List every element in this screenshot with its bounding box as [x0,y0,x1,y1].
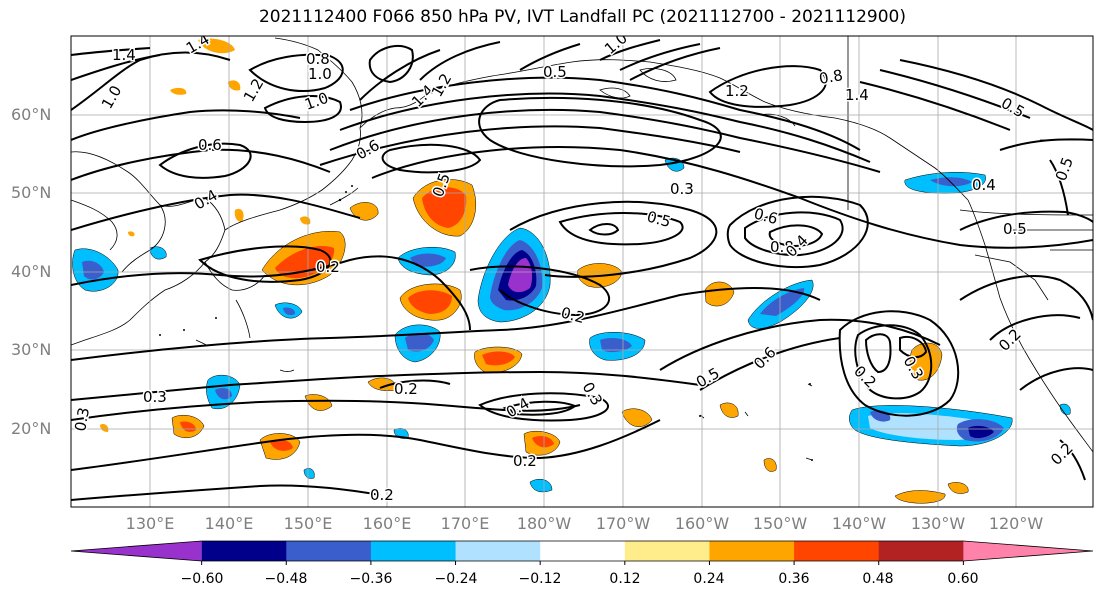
colorbar-bin [540,541,626,561]
contour-label: 1.0 [308,65,332,83]
colorbar-tick-label: −0.48 [264,571,308,587]
lon-label-180w: 180°W [516,514,572,533]
colorbar-bin [878,541,964,561]
lon-label-170e: 170°E [440,514,490,533]
lon-label-130w: 130°W [910,514,966,533]
lon-label-140w: 140°W [831,514,887,533]
contour-label: 0.8 [770,238,794,256]
colorbar-tick-label: 0.36 [778,571,810,587]
lat-label-50n: 50°N [11,183,52,202]
colorbar-bin [709,541,795,561]
lon-label-130e: 130°E [125,514,175,533]
colorbar-tick-label: −0.24 [434,571,478,587]
contour-label: 0.8 [818,66,845,88]
contour-label: 0.3 [143,388,167,406]
lat-label-60n: 60°N [11,105,52,124]
contour-label: 0.5 [693,364,723,392]
pv-anomaly-shading [72,38,1071,504]
contour-label: 0.4 [972,176,996,194]
colorbar-tick-label: −0.60 [180,571,224,587]
contour-label: 0.8 [306,50,330,68]
contour-label: 0.6 [752,204,780,228]
contour-label: 1.4 [845,86,869,104]
contour-label: 0.4 [782,231,812,261]
lon-label-140e: 140°E [204,514,254,533]
contour-label: 0.5 [1003,220,1027,238]
contour-label: 1.0 [302,89,331,114]
colorbar-bin [794,541,880,561]
ivt-contours [71,39,1093,501]
contour-label: 1.2 [725,82,749,100]
colorbar-tick-label: 0.48 [862,571,894,587]
contour-label: 0.2 [394,380,418,398]
contour-label: 1.4 [112,46,136,64]
colorbar-tick-label: 0.60 [947,571,979,587]
colorbar-bin [71,541,202,561]
contour-label: 0.5 [543,63,567,81]
colorbar-bin [963,541,1093,561]
contour-label: 0.3 [71,406,93,433]
contour-label: 0.2 [316,258,340,276]
gridlines [71,36,1093,507]
contour-label: 0.2 [513,452,537,470]
lat-label-40n: 40°N [11,262,52,281]
colorbar-tick-label: −0.36 [349,571,393,587]
lat-label-20n: 20°N [11,419,52,438]
lon-label-160e: 160°E [362,514,412,533]
map-title: 2021112400 F066 850 hPa PV, IVT Landfall… [258,7,906,27]
contour-label: 0.3 [579,379,607,409]
colorbar-bin [286,541,372,561]
lon-label-160w: 160°W [674,514,730,533]
contour-label: 0.2 [1047,439,1077,469]
contour-label: 0.5 [645,207,673,231]
colorbar-bin [624,541,710,561]
colorbar-tick-label: 0.12 [609,571,641,587]
contour-label: 0.3 [670,180,694,198]
islands [159,185,813,461]
colorbar-bin [201,541,287,561]
contour-label: 0.6 [750,343,780,373]
lon-label-170w: 170°W [595,514,651,533]
lat-label-30n: 30°N [11,340,52,359]
contour-label: 0.2 [370,486,394,504]
contour-label: 1.0 [601,29,631,58]
contour-label: 0.5 [1052,155,1077,184]
contour-label: 0.6 [198,136,222,154]
contour-label: 0.2 [850,362,880,392]
colorbar-tick-label: 0.24 [693,571,725,587]
colorbar-bin [370,541,457,561]
lon-label-150e: 150°E [283,514,333,533]
lon-label-150w: 150°W [752,514,808,533]
colorbar-bin [455,541,541,561]
lon-label-120w: 120°W [988,514,1044,533]
colorbar [70,540,1094,565]
colorbar-tick-label: −0.12 [518,571,562,587]
map-frame [70,35,1094,508]
